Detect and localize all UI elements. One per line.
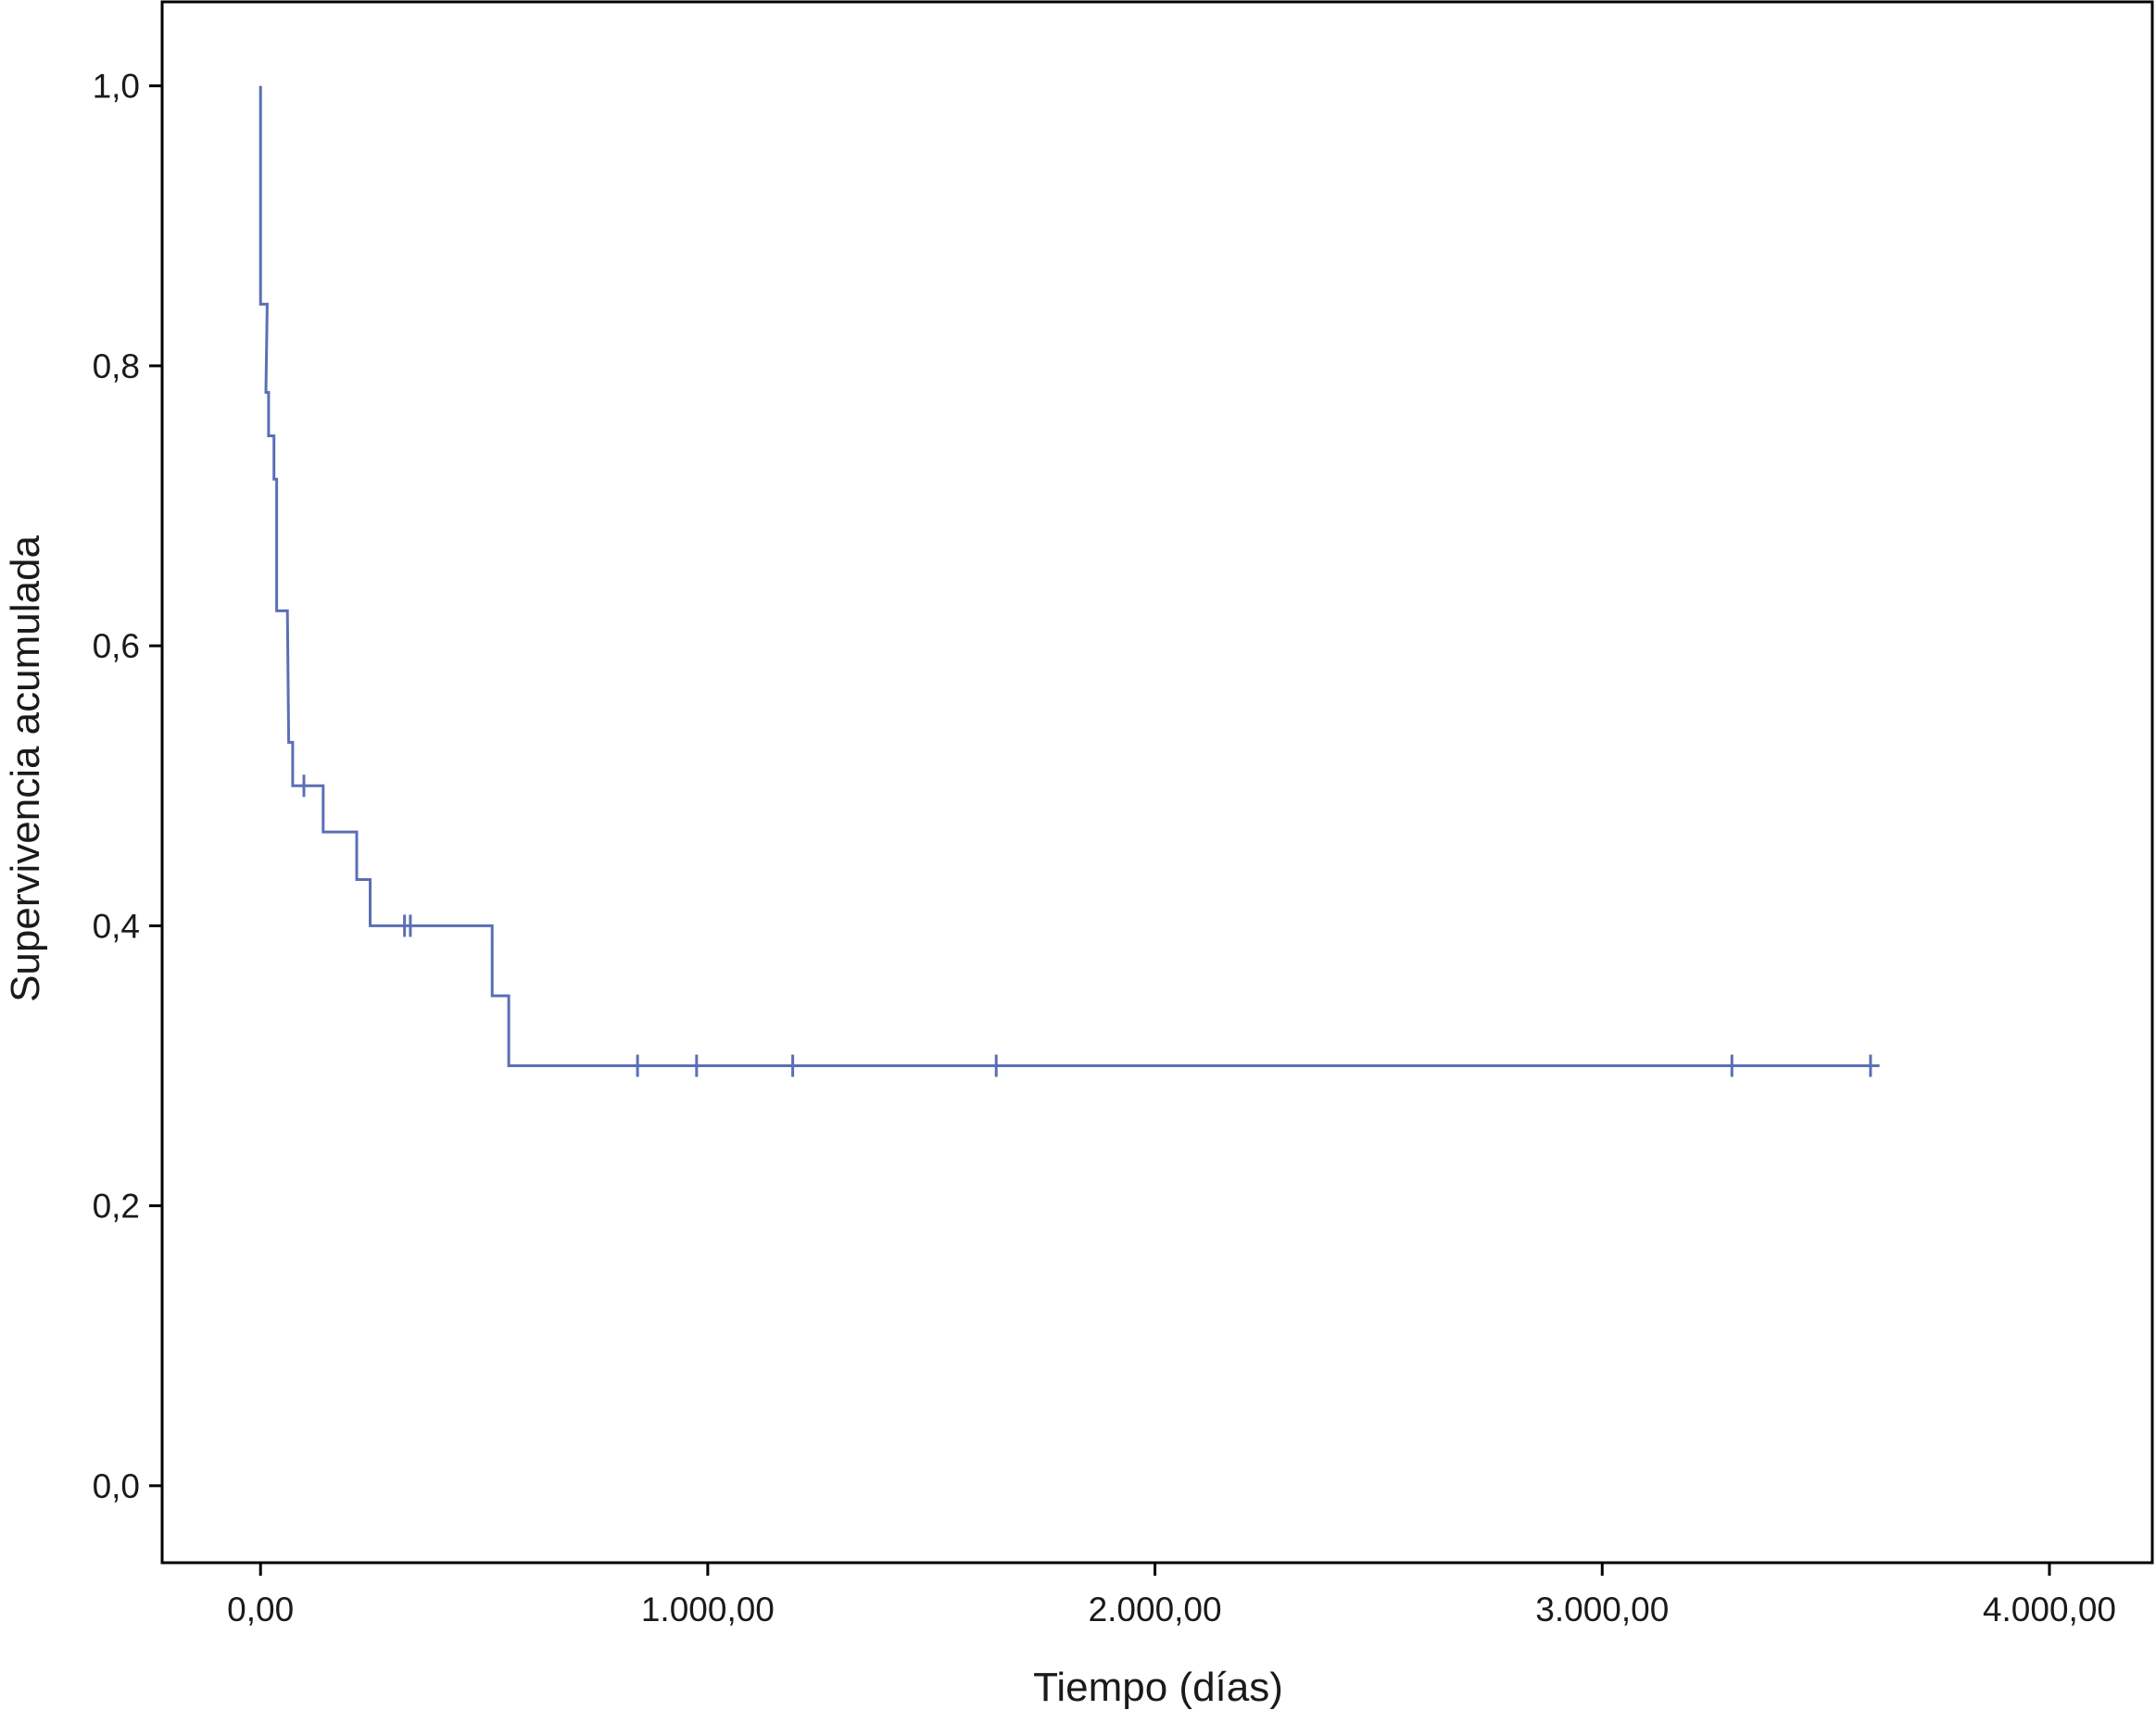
y-tick-label: 0,2: [93, 1188, 140, 1226]
survival-curve: [258, 85, 1880, 1067]
y-tick-label: 0,4: [93, 907, 140, 945]
y-tick-label: 1,0: [93, 68, 140, 106]
censor-marks: [302, 774, 1872, 1077]
x-tick-label: 4.000,00: [1983, 1591, 2116, 1628]
x-axis: 0,00 1.000,00 2.000,00 3.000,00 4.000,00: [227, 1563, 2116, 1628]
y-axis-title: Supervivencia acumulada: [3, 535, 48, 1002]
x-tick-label: 1.000,00: [641, 1591, 775, 1628]
x-axis-title: Tiempo (días): [1033, 1665, 1283, 1710]
y-tick-label: 0,0: [93, 1467, 140, 1505]
y-tick-label: 0,6: [93, 627, 140, 665]
y-tick-label: 0,8: [93, 347, 140, 385]
y-axis: 0,0 0,2 0,4 0,6 0,8 1,0: [93, 68, 162, 1505]
plot-frame: [160, 0, 2154, 1565]
x-tick-label: 2.000,00: [1089, 1591, 1222, 1628]
x-tick-label: 0,00: [227, 1591, 294, 1628]
x-tick-label: 3.000,00: [1535, 1591, 1669, 1628]
